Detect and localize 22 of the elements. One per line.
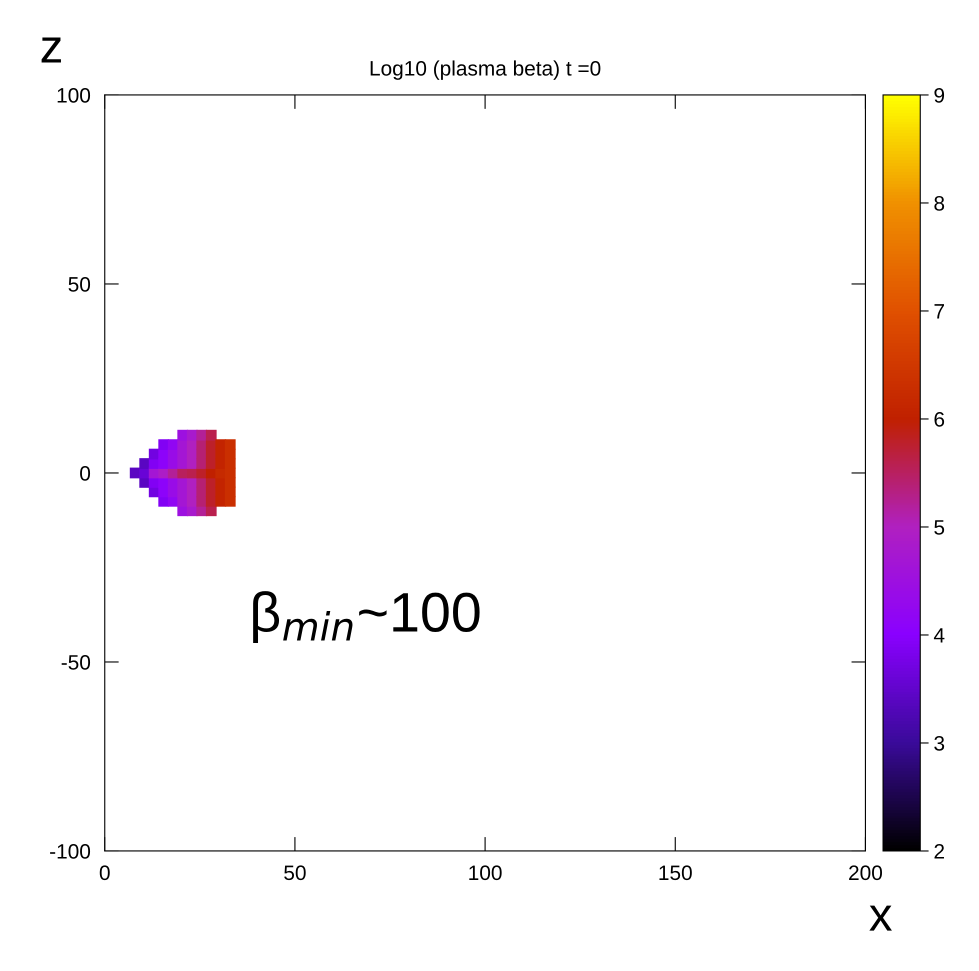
color-bar-label: 4: [934, 628, 944, 643]
y-tick-label: 100: [58, 88, 90, 103]
color-bar-label: 8: [934, 196, 944, 211]
x-tick-label: 100: [469, 865, 502, 880]
color-bar-label: 2: [934, 844, 944, 859]
color-bar-label: 6: [934, 412, 944, 427]
y-axis-title: z: [42, 38, 61, 62]
x-tick-label: 0: [100, 865, 110, 880]
y-tick-label: -50: [62, 654, 90, 670]
y-tick-label: 0: [80, 466, 90, 481]
x-tick-label: 150: [659, 865, 692, 880]
y-tick-label: -100: [50, 844, 90, 859]
x-tick-label: 50: [284, 865, 306, 880]
color-bar-label: 5: [934, 520, 944, 535]
annotation: β$_{min}$~100: [253, 591, 480, 643]
color-bar-label: 7: [934, 304, 944, 319]
color-bar-label: 3: [934, 736, 944, 751]
x-axis-title: x: [869, 906, 892, 931]
color-bar-label: 9: [934, 88, 944, 103]
y-tick-label: 50: [68, 276, 90, 292]
chart-title: Log10 (plasma beta) t =0: [370, 60, 600, 80]
x-tick-label: 200: [849, 865, 882, 880]
